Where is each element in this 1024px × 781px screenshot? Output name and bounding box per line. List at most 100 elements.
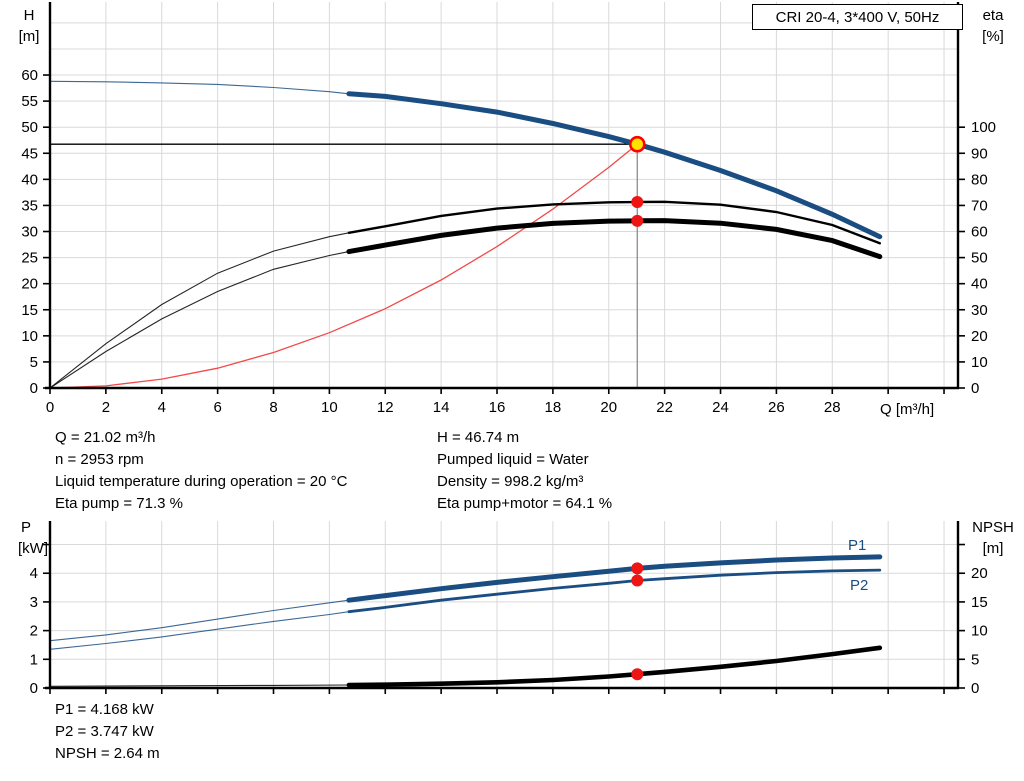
info-panel-left: Q = 21.02 m³/h n = 2953 rpm Liquid tempe… bbox=[55, 427, 347, 515]
right-tick-label: 5 bbox=[971, 651, 979, 668]
x-tick-label: 4 bbox=[158, 399, 166, 416]
right-tick-label: 10 bbox=[971, 354, 988, 371]
eta-axis-label-unit: [%] bbox=[982, 28, 1004, 45]
series-p1 bbox=[346, 554, 883, 603]
x-tick-label: 16 bbox=[489, 399, 506, 416]
info-speed: n = 2953 rpm bbox=[55, 451, 144, 468]
left-tick-label: 60 bbox=[21, 67, 38, 84]
power-npsh-chart: 0 1 2 3 4 0 5 10 15 20 bbox=[30, 521, 988, 697]
series-p2 bbox=[347, 568, 882, 614]
x-tick-label: 28 bbox=[824, 399, 841, 416]
series-eta_pump-thin bbox=[49, 232, 350, 389]
x-tick-label: 20 bbox=[600, 399, 617, 416]
right-tick-label: 80 bbox=[971, 171, 988, 188]
right-tick-label: 70 bbox=[971, 197, 988, 214]
x-tick-label: 14 bbox=[433, 399, 450, 416]
x-tick-label: 8 bbox=[269, 399, 277, 416]
x-tick-label: 10 bbox=[321, 399, 338, 416]
right-tick-label: 40 bbox=[971, 276, 988, 293]
left-tick-label: 20 bbox=[21, 276, 38, 293]
title-box: CRI 20-4, 3*400 V, 50Hz bbox=[752, 4, 963, 30]
left-tick-label: 50 bbox=[21, 119, 38, 136]
x-tick-label: 26 bbox=[768, 399, 785, 416]
right-tick-label: 50 bbox=[971, 250, 988, 267]
right-tick-label: 30 bbox=[971, 302, 988, 319]
left-tick-label: 0 bbox=[30, 680, 38, 697]
series-npsh-thin bbox=[49, 684, 349, 687]
x-tick-label: 0 bbox=[46, 399, 54, 416]
duty-dot-eta_pump_motor bbox=[631, 214, 644, 227]
info-q: Q = 21.02 m³/h bbox=[55, 429, 156, 446]
series-p1-thin bbox=[49, 599, 349, 642]
right-tick-label: 90 bbox=[971, 145, 988, 162]
info-liquid-temperature: Liquid temperature during operation = 20… bbox=[55, 473, 348, 490]
x-tick-label: 18 bbox=[545, 399, 562, 416]
left-tick-label: 25 bbox=[21, 250, 38, 267]
right-tick-label: 100 bbox=[971, 119, 996, 136]
duty-dot-p2 bbox=[631, 574, 644, 587]
eta-axis-label-symbol: eta bbox=[982, 7, 1004, 24]
series-system_curve bbox=[49, 143, 638, 389]
x-tick-label: 22 bbox=[656, 399, 673, 416]
q-axis-label: Q [m³/h] bbox=[880, 401, 935, 418]
h-axis-label: H [m] bbox=[8, 5, 50, 47]
info-density: Density = 998.2 kg/m³ bbox=[437, 473, 584, 490]
results-panel: P1 = 4.168 kW P2 = 3.747 kW NPSH = 2.64 … bbox=[55, 699, 160, 765]
p-axis-label-unit: [kW] bbox=[18, 540, 48, 557]
x-tick-label: 24 bbox=[712, 399, 729, 416]
left-tick-label: 2 bbox=[30, 623, 38, 640]
left-tick-label: 5 bbox=[30, 354, 38, 371]
p-axis-label: P [kW] bbox=[4, 517, 48, 559]
x-tick-label: 6 bbox=[213, 399, 221, 416]
left-tick-label: 0 bbox=[30, 380, 38, 397]
h-axis-label-unit: [m] bbox=[18, 28, 40, 45]
right-tick-label: 20 bbox=[971, 328, 988, 345]
left-tick-label: 3 bbox=[30, 594, 38, 611]
right-tick-label: 0 bbox=[971, 680, 979, 697]
hq-eta-chart: 0 2 4 6 8 10 12 14 16 18 20 22 24 26 28051015202530354… bbox=[21, 2, 996, 416]
result-p2: P2 = 3.747 kW bbox=[55, 723, 154, 740]
series-npsh bbox=[346, 645, 883, 688]
x-tick-label: 2 bbox=[102, 399, 110, 416]
series-p2-thin bbox=[49, 611, 349, 650]
p1-curve-label: P1 bbox=[848, 537, 867, 554]
duty-dot-p1 bbox=[631, 562, 644, 575]
right-tick-label: 10 bbox=[971, 623, 988, 640]
right-tick-label: 0 bbox=[971, 380, 979, 397]
duty-dot-eta_pump bbox=[631, 196, 644, 209]
npsh-axis-label-unit: [m] bbox=[982, 540, 1004, 557]
left-tick-label: 30 bbox=[21, 224, 38, 241]
info-panel-right: H = 46.74 m Pumped liquid = Water Densit… bbox=[437, 427, 612, 515]
left-tick-label: 55 bbox=[21, 93, 38, 110]
left-tick-label: 1 bbox=[30, 651, 38, 668]
left-tick-label: 10 bbox=[21, 328, 38, 345]
npsh-axis-label-symbol: NPSH bbox=[972, 519, 1014, 536]
left-tick-label: 15 bbox=[21, 302, 38, 319]
left-tick-label: 4 bbox=[30, 565, 38, 582]
eta-axis-label: eta [%] bbox=[970, 5, 1016, 47]
left-tick-label: 45 bbox=[21, 145, 38, 162]
series-eta_pump_motor-thin bbox=[49, 251, 350, 389]
right-tick-label: 60 bbox=[971, 224, 988, 241]
result-p1: P1 = 4.168 kW bbox=[55, 701, 154, 718]
h-axis-label-symbol: H bbox=[23, 7, 35, 24]
info-pumped-liquid: Pumped liquid = Water bbox=[437, 451, 589, 468]
series-head-thin bbox=[49, 80, 349, 95]
right-tick-label: 20 bbox=[971, 565, 988, 582]
p-axis-label-symbol: P bbox=[20, 519, 31, 536]
right-tick-label: 15 bbox=[971, 594, 988, 611]
result-npsh: NPSH = 2.64 m bbox=[55, 745, 160, 762]
info-eta-pump-motor: Eta pump+motor = 64.1 % bbox=[437, 495, 613, 512]
p2-curve-label: P2 bbox=[850, 577, 869, 594]
series-eta_pump_motor bbox=[346, 218, 883, 260]
info-eta-pump: Eta pump = 71.3 % bbox=[55, 495, 183, 512]
left-tick-label: 40 bbox=[21, 171, 38, 188]
info-h: H = 46.74 m bbox=[437, 429, 520, 446]
duty-point-marker bbox=[628, 135, 646, 153]
duty-dot-npsh bbox=[631, 668, 644, 681]
series-head bbox=[346, 91, 883, 240]
left-tick-label: 35 bbox=[21, 197, 38, 214]
series-eta_pump bbox=[347, 200, 881, 245]
